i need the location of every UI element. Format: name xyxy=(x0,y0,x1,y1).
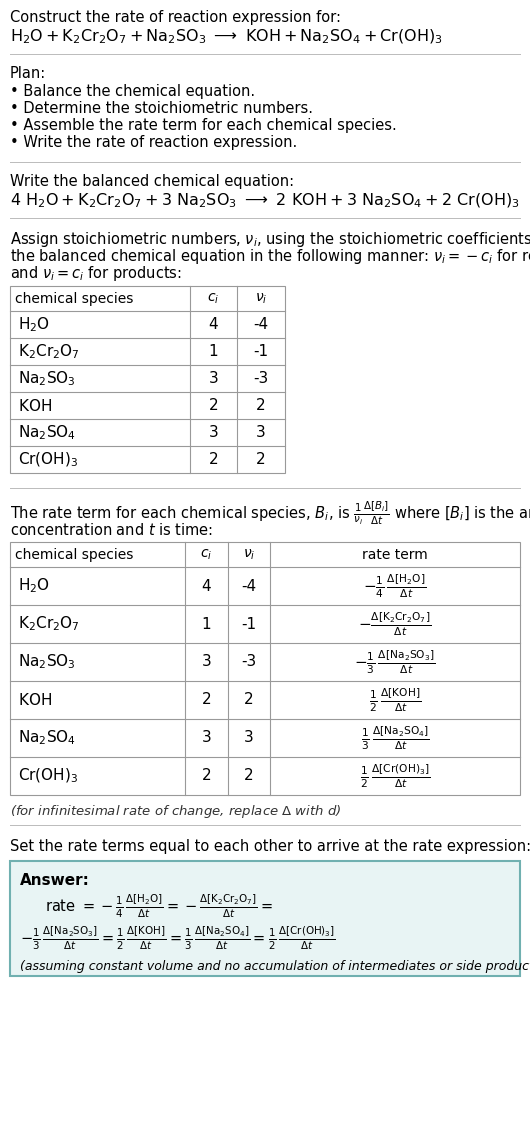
Text: Plan:: Plan: xyxy=(10,66,46,81)
Text: concentration and $t$ is time:: concentration and $t$ is time: xyxy=(10,522,213,538)
Text: $\frac{1}{2}\,\frac{\Delta[\mathrm{KOH}]}{\Delta t}$: $\frac{1}{2}\,\frac{\Delta[\mathrm{KOH}]… xyxy=(369,686,421,714)
Text: • Assemble the rate term for each chemical species.: • Assemble the rate term for each chemic… xyxy=(10,118,397,133)
Text: $c_i$: $c_i$ xyxy=(200,547,213,562)
Text: $\mathrm{H_2O}$: $\mathrm{H_2O}$ xyxy=(18,577,50,595)
Bar xyxy=(10,286,285,473)
Text: $\frac{1}{3}\,\frac{\Delta[\mathrm{Na_2SO_4}]}{\Delta t}$: $\frac{1}{3}\,\frac{\Delta[\mathrm{Na_2S… xyxy=(360,724,429,752)
Text: $\mathrm{Na_2SO_3}$: $\mathrm{Na_2SO_3}$ xyxy=(18,653,76,671)
Text: 3: 3 xyxy=(244,731,254,745)
Text: • Write the rate of reaction expression.: • Write the rate of reaction expression. xyxy=(10,135,297,150)
Text: $\frac{1}{2}\,\frac{\Delta[\mathrm{Cr(OH)_3}]}{\Delta t}$: $\frac{1}{2}\,\frac{\Delta[\mathrm{Cr(OH… xyxy=(360,762,430,790)
Bar xyxy=(10,861,520,976)
Text: 3: 3 xyxy=(201,731,211,745)
Text: Construct the rate of reaction expression for:: Construct the rate of reaction expressio… xyxy=(10,10,341,25)
Text: $\mathrm{Cr(OH)_3}$: $\mathrm{Cr(OH)_3}$ xyxy=(18,451,78,469)
Text: $-\frac{1}{4}\,\frac{\Delta[\mathrm{H_2O}]}{\Delta t}$: $-\frac{1}{4}\,\frac{\Delta[\mathrm{H_2O… xyxy=(364,572,427,600)
Text: and $\nu_i = c_i$ for products:: and $\nu_i = c_i$ for products: xyxy=(10,264,182,283)
Text: $\mathrm{Na_2SO_4}$: $\mathrm{Na_2SO_4}$ xyxy=(18,423,76,442)
Text: $\nu_i$: $\nu_i$ xyxy=(255,291,267,306)
Text: (for infinitesimal rate of change, replace $\Delta$ with $d$): (for infinitesimal rate of change, repla… xyxy=(10,803,341,820)
Text: $-\frac{\Delta[\mathrm{K_2Cr_2O_7}]}{\Delta t}$: $-\frac{\Delta[\mathrm{K_2Cr_2O_7}]}{\De… xyxy=(358,610,431,637)
Text: $\nu_i$: $\nu_i$ xyxy=(243,547,255,562)
Text: The rate term for each chemical species, $B_i$, is $\frac{1}{\nu_i}\frac{\Delta[: The rate term for each chemical species,… xyxy=(10,500,530,527)
Text: $\mathrm{H_2O}$: $\mathrm{H_2O}$ xyxy=(18,315,50,333)
Text: 2: 2 xyxy=(209,452,218,467)
Text: $\mathrm{K_2Cr_2O_7}$: $\mathrm{K_2Cr_2O_7}$ xyxy=(18,343,80,361)
Text: Answer:: Answer: xyxy=(20,873,90,888)
Text: Write the balanced chemical equation:: Write the balanced chemical equation: xyxy=(10,174,294,189)
Text: -3: -3 xyxy=(241,654,257,669)
Text: $\mathrm{H_2O + K_2Cr_2O_7 + Na_2SO_3 \ \longrightarrow \ KOH + Na_2SO_4 + Cr(OH: $\mathrm{H_2O + K_2Cr_2O_7 + Na_2SO_3 \ … xyxy=(10,28,443,47)
Text: $\mathrm{KOH}$: $\mathrm{KOH}$ xyxy=(18,397,52,413)
Text: -1: -1 xyxy=(242,617,257,632)
Text: 3: 3 xyxy=(209,371,218,386)
Text: 3: 3 xyxy=(201,654,211,669)
Text: $\mathrm{Na_2SO_4}$: $\mathrm{Na_2SO_4}$ xyxy=(18,728,76,748)
Text: $c_i$: $c_i$ xyxy=(207,291,219,306)
Text: $\mathrm{KOH}$: $\mathrm{KOH}$ xyxy=(18,692,52,708)
Text: 4: 4 xyxy=(209,318,218,332)
Text: 2: 2 xyxy=(256,398,266,413)
Text: (assuming constant volume and no accumulation of intermediates or side products): (assuming constant volume and no accumul… xyxy=(20,960,530,973)
Text: 1: 1 xyxy=(202,617,211,632)
Text: 1: 1 xyxy=(209,344,218,358)
Text: chemical species: chemical species xyxy=(15,547,134,561)
Text: Set the rate terms equal to each other to arrive at the rate expression:: Set the rate terms equal to each other t… xyxy=(10,839,530,854)
Text: • Determine the stoichiometric numbers.: • Determine the stoichiometric numbers. xyxy=(10,101,313,116)
Text: 2: 2 xyxy=(202,693,211,708)
Text: 2: 2 xyxy=(256,452,266,467)
Text: 3: 3 xyxy=(209,424,218,440)
Text: -4: -4 xyxy=(242,578,257,594)
Text: chemical species: chemical species xyxy=(15,291,134,305)
Text: 3: 3 xyxy=(256,424,266,440)
Text: $\mathrm{4\ H_2O + K_2Cr_2O_7 + 3\ Na_2SO_3 \ \longrightarrow \ 2\ KOH + 3\ Na_2: $\mathrm{4\ H_2O + K_2Cr_2O_7 + 3\ Na_2S… xyxy=(10,192,519,211)
Text: the balanced chemical equation in the following manner: $\nu_i = -c_i$ for react: the balanced chemical equation in the fo… xyxy=(10,247,530,266)
Text: 2: 2 xyxy=(202,768,211,783)
Text: • Balance the chemical equation.: • Balance the chemical equation. xyxy=(10,84,255,99)
Text: 2: 2 xyxy=(209,398,218,413)
Text: 2: 2 xyxy=(244,768,254,783)
Text: Assign stoichiometric numbers, $\nu_i$, using the stoichiometric coefficients, $: Assign stoichiometric numbers, $\nu_i$, … xyxy=(10,230,530,249)
Text: $\mathrm{K_2Cr_2O_7}$: $\mathrm{K_2Cr_2O_7}$ xyxy=(18,615,80,634)
Text: 4: 4 xyxy=(202,578,211,594)
Text: $-\frac{1}{3}\,\frac{\Delta[\mathrm{Na_2SO_3}]}{\Delta t} = \frac{1}{2}\,\frac{\: $-\frac{1}{3}\,\frac{\Delta[\mathrm{Na_2… xyxy=(20,925,336,953)
Text: rate $= -\frac{1}{4}\,\frac{\Delta[\mathrm{H_2O}]}{\Delta t} = -\frac{\Delta[\ma: rate $= -\frac{1}{4}\,\frac{\Delta[\math… xyxy=(45,893,273,921)
Text: 2: 2 xyxy=(244,693,254,708)
Text: $\mathrm{Na_2SO_3}$: $\mathrm{Na_2SO_3}$ xyxy=(18,369,76,388)
Bar xyxy=(10,542,520,795)
Text: -3: -3 xyxy=(253,371,269,386)
Text: -1: -1 xyxy=(253,344,269,358)
Text: $-\frac{1}{3}\,\frac{\Delta[\mathrm{Na_2SO_3}]}{\Delta t}$: $-\frac{1}{3}\,\frac{\Delta[\mathrm{Na_2… xyxy=(354,649,436,676)
Text: rate term: rate term xyxy=(362,547,428,561)
Text: -4: -4 xyxy=(253,318,269,332)
Text: $\mathrm{Cr(OH)_3}$: $\mathrm{Cr(OH)_3}$ xyxy=(18,767,78,785)
